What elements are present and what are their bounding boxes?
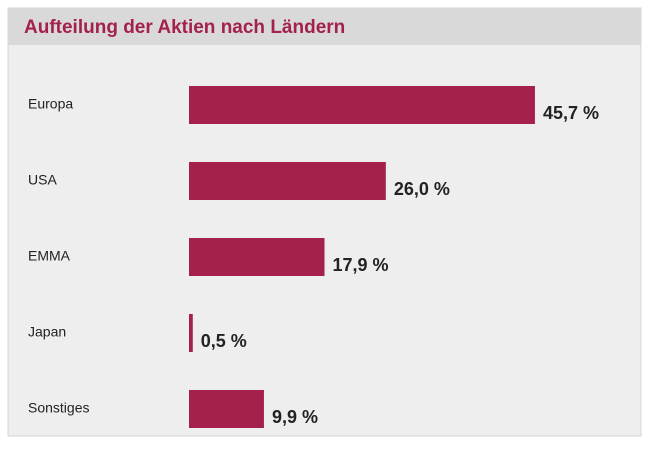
category-label: USA xyxy=(28,172,57,188)
bar xyxy=(189,314,193,352)
value-label: 17,9 % xyxy=(333,255,389,275)
bar xyxy=(189,238,325,276)
bar xyxy=(189,390,264,428)
chart-title: Aufteilung der Aktien nach Ländern xyxy=(24,17,345,38)
title-band xyxy=(8,8,641,45)
bar xyxy=(189,86,535,124)
category-label: EMMA xyxy=(28,248,71,264)
value-label: 9,9 % xyxy=(272,407,318,427)
bar xyxy=(189,162,386,200)
category-label: Europa xyxy=(28,96,73,112)
value-label: 45,7 % xyxy=(543,103,599,123)
category-label: Sonstiges xyxy=(28,400,89,416)
value-label: 0,5 % xyxy=(201,331,247,351)
category-label: Japan xyxy=(28,324,66,340)
value-label: 26,0 % xyxy=(394,179,450,199)
chart-frame xyxy=(7,7,642,437)
